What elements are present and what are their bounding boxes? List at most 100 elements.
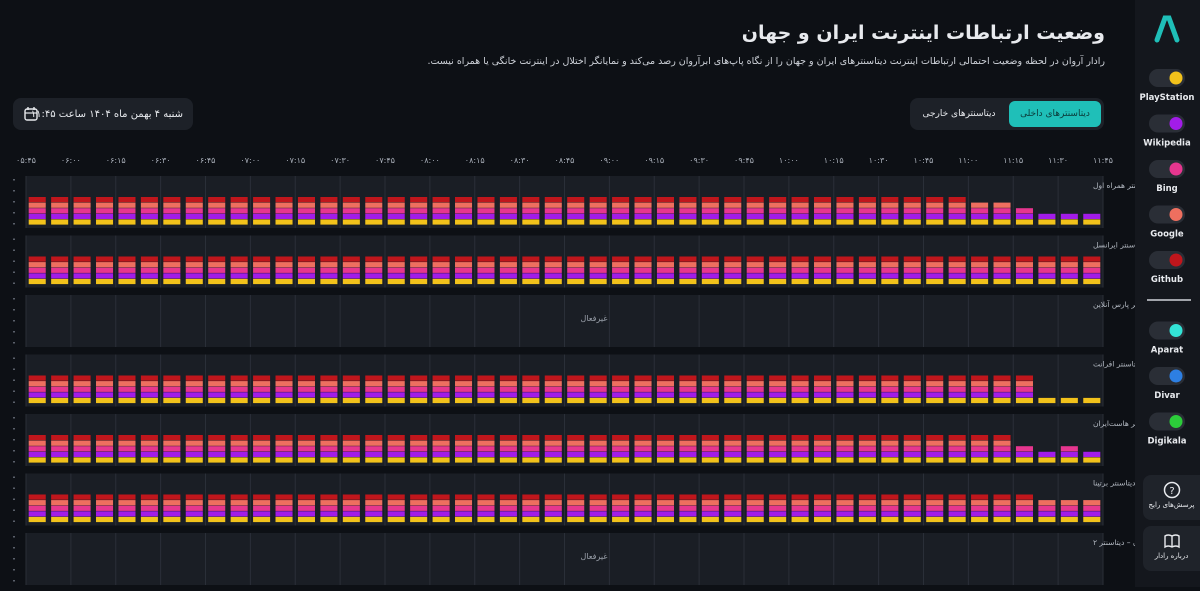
bar-segment bbox=[656, 440, 674, 446]
bar-segment bbox=[432, 267, 450, 273]
bar-segment bbox=[432, 500, 450, 506]
bar-segment bbox=[455, 500, 473, 506]
bar-segment bbox=[589, 440, 607, 446]
bar-segment bbox=[253, 213, 271, 219]
bar-segment bbox=[791, 386, 809, 392]
bar-segment bbox=[656, 219, 674, 225]
bar-segment bbox=[769, 375, 787, 381]
bar-segment bbox=[926, 392, 944, 398]
bar-segment bbox=[140, 397, 158, 404]
bar-segment bbox=[185, 500, 203, 506]
bar-segment bbox=[858, 446, 876, 452]
bar-segment bbox=[185, 213, 203, 219]
bar-segment bbox=[634, 451, 652, 457]
bar-segment bbox=[410, 392, 428, 398]
bar-segment bbox=[612, 505, 630, 511]
axis-tick bbox=[13, 461, 15, 463]
bar-segment bbox=[1038, 457, 1056, 463]
bar-segment bbox=[612, 262, 630, 268]
bar-segment bbox=[208, 273, 226, 279]
bar-segment bbox=[948, 397, 966, 404]
bar-segment bbox=[701, 451, 719, 457]
bar-segment bbox=[365, 446, 383, 452]
bar-segment bbox=[589, 397, 607, 404]
bar-segment bbox=[858, 516, 876, 523]
bar-segment bbox=[320, 213, 338, 219]
bar-segment bbox=[858, 435, 876, 441]
bar-segment bbox=[836, 381, 854, 387]
time-label: ۰۶:۰۰ bbox=[61, 156, 81, 165]
bar-segment bbox=[342, 197, 360, 203]
bar-segment bbox=[208, 397, 226, 404]
bar-segment bbox=[836, 451, 854, 457]
bar-segment bbox=[432, 262, 450, 268]
about-button[interactable]: درباره رادار bbox=[1143, 526, 1200, 571]
bar-segment bbox=[926, 375, 944, 381]
bar-segment bbox=[320, 202, 338, 208]
bar-segment bbox=[948, 494, 966, 500]
bar-segment bbox=[499, 451, 517, 457]
bar-segment bbox=[208, 208, 226, 214]
axis-tick bbox=[13, 547, 15, 549]
bar-segment bbox=[971, 256, 989, 262]
bar-segment bbox=[567, 213, 585, 219]
bar-segment bbox=[746, 511, 764, 517]
bar-segment bbox=[724, 197, 742, 203]
bar-segment bbox=[1015, 386, 1033, 392]
time-label: ۱۰:۴۵ bbox=[914, 156, 934, 165]
bar-segment bbox=[724, 219, 742, 225]
bar-segment bbox=[971, 511, 989, 517]
bar-segment bbox=[948, 446, 966, 452]
toggle-knob bbox=[1169, 415, 1183, 428]
bar-segment bbox=[791, 262, 809, 268]
bar-segment bbox=[858, 375, 876, 381]
bar-segment bbox=[522, 494, 540, 500]
bar-segment bbox=[881, 457, 899, 463]
bar-segment bbox=[297, 440, 315, 446]
bar-segment bbox=[1083, 273, 1101, 279]
bar-segment bbox=[140, 435, 158, 441]
bar-segment bbox=[836, 435, 854, 441]
axis-tick bbox=[13, 520, 15, 522]
axis-tick bbox=[13, 379, 15, 381]
bar-segment bbox=[432, 457, 450, 463]
bar-segment bbox=[679, 457, 697, 463]
bar-segment bbox=[432, 505, 450, 511]
bar-segment bbox=[769, 208, 787, 214]
bar-segment bbox=[679, 197, 697, 203]
bar-segment bbox=[836, 375, 854, 381]
bar-segment bbox=[342, 392, 360, 398]
bar-segment bbox=[96, 397, 114, 404]
bar-segment bbox=[544, 505, 562, 511]
bar-segment bbox=[253, 446, 271, 452]
bar-segment bbox=[769, 505, 787, 511]
bar-segment bbox=[589, 457, 607, 463]
bar-segment bbox=[387, 451, 405, 457]
bar-segment bbox=[836, 278, 854, 285]
bar-segment bbox=[903, 381, 921, 387]
bar-segment bbox=[791, 381, 809, 387]
axis-tick bbox=[13, 249, 15, 251]
bar-segment bbox=[275, 256, 293, 262]
bar-segment bbox=[320, 446, 338, 452]
bar-segment bbox=[544, 511, 562, 517]
bar-segment bbox=[163, 197, 181, 203]
bar-segment bbox=[881, 451, 899, 457]
bar-segment bbox=[836, 500, 854, 506]
bar-segment bbox=[51, 386, 69, 392]
bar-segment bbox=[522, 516, 540, 523]
bar-segment bbox=[769, 440, 787, 446]
bar-segment bbox=[185, 457, 203, 463]
tab[interactable]: دیتاسنترهای خارجی bbox=[922, 109, 996, 119]
tab[interactable]: دیتاسنترهای داخلی bbox=[1009, 101, 1101, 127]
bar-segment bbox=[746, 494, 764, 500]
bar-segment bbox=[28, 256, 46, 262]
bar-segment bbox=[679, 500, 697, 506]
bar-segment bbox=[701, 375, 719, 381]
bar-segment bbox=[567, 256, 585, 262]
help-button[interactable]: ? پرسش‌های رایج bbox=[1143, 475, 1200, 520]
bar-segment bbox=[118, 381, 136, 387]
bar-segment bbox=[656, 451, 674, 457]
bar-segment bbox=[275, 202, 293, 208]
bar-segment bbox=[522, 202, 540, 208]
